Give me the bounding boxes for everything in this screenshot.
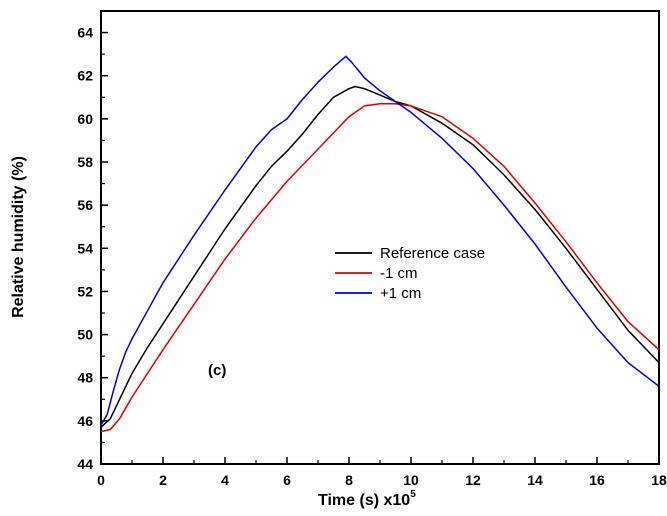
x-tick-label: 14	[527, 472, 543, 488]
x-tick-label: 16	[589, 472, 605, 488]
y-tick-label: 60	[77, 111, 93, 127]
y-tick-label: 46	[77, 413, 93, 429]
y-tick-label: 50	[77, 327, 93, 343]
x-tick-label: 4	[221, 472, 229, 488]
legend-label: +1 cm	[380, 285, 421, 302]
series-line-3	[100, 55, 660, 426]
y-tick-label: 62	[77, 68, 93, 84]
x-axis-ticks: 0 2 4 6 8 10 12 14 16 18	[97, 457, 667, 488]
y-tick-label: 54	[77, 240, 93, 256]
series-lines	[100, 55, 660, 433]
x-tick-label: 10	[403, 472, 419, 488]
annotation-label: (c)	[208, 362, 226, 379]
x-tick-label: 0	[97, 472, 105, 488]
y-tick-label: 64	[77, 25, 93, 41]
y-tick-label: 52	[77, 283, 93, 299]
series-line-2	[100, 103, 660, 433]
legend-label: Reference case	[380, 245, 485, 262]
x-tick-label: 2	[159, 472, 167, 488]
x-tick-label: 6	[283, 472, 291, 488]
legend: Reference case -1 cm +1 cm	[335, 245, 485, 302]
plot-frame	[100, 10, 660, 465]
y-axis-ticks: 44 46 48 50 52 54 56 58 60 62 64	[77, 10, 108, 472]
y-axis-title: Relative humidity (%)	[10, 156, 27, 318]
x-axis-title: Time (s) x105	[318, 489, 416, 509]
y-tick-label: 48	[77, 370, 93, 386]
x-tick-label: 18	[651, 472, 667, 488]
y-tick-label: 58	[77, 154, 93, 170]
y-tick-label: 56	[77, 197, 93, 213]
legend-label: -1 cm	[380, 265, 418, 282]
x-tick-label: 12	[465, 472, 481, 488]
x-tick-label: 8	[345, 472, 353, 488]
series-line-1	[100, 85, 660, 428]
y-tick-label: 44	[77, 456, 93, 472]
